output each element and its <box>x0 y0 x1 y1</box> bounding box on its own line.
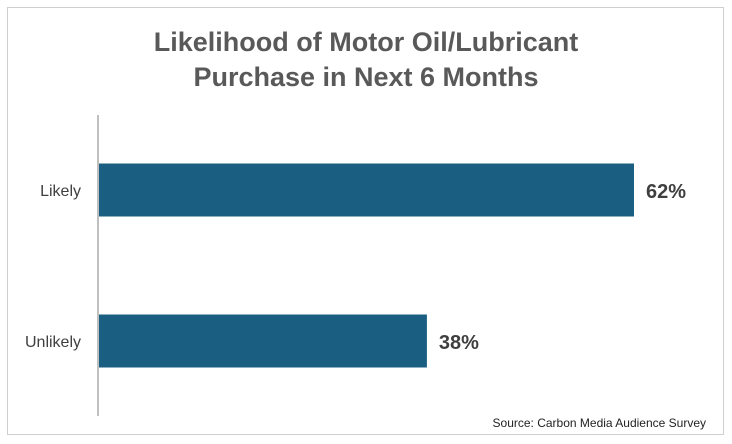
data-label-likely: 62% <box>646 181 686 203</box>
data-label-unlikely: 38% <box>439 332 479 354</box>
bar-likely <box>99 163 634 217</box>
chart-title: Likelihood of Motor Oil/Lubricant Purcha… <box>0 25 732 95</box>
chart-frame <box>7 7 724 435</box>
chart-title-line-1: Likelihood of Motor Oil/Lubricant <box>153 27 579 57</box>
category-label-likely: Likely <box>40 183 81 200</box>
source-note: Source: Carbon Media Audience Survey <box>492 416 706 430</box>
chart-title-line-2: Purchase in Next 6 Months <box>193 62 539 92</box>
category-label-unlikely: Unlikely <box>25 334 81 351</box>
bar-unlikely <box>99 314 427 368</box>
